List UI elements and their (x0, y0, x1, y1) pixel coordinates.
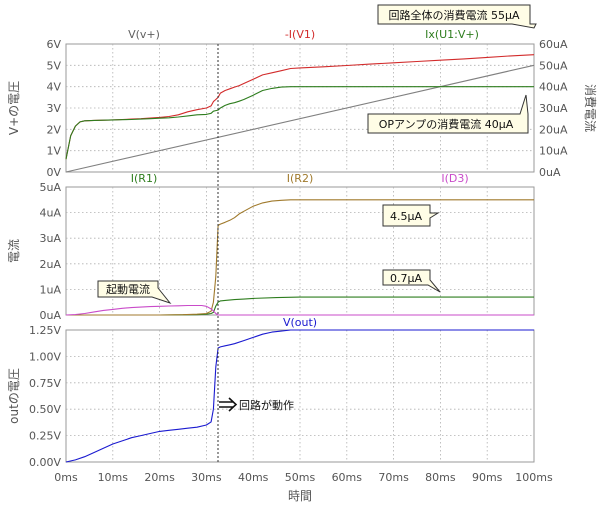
annotation-0-7ua-text: 0.7μA (390, 272, 422, 285)
y-tick-label: 3V (46, 102, 61, 115)
y-tick-label: 1V (46, 145, 61, 158)
y-tick-label: 5V (46, 59, 61, 72)
y-right-tick-label: 0uA (539, 166, 561, 179)
series-title-v-out: V(out) (283, 316, 317, 329)
x-tick-label: 0ms (54, 471, 78, 484)
x-tick-label: 40ms (238, 471, 269, 484)
annotation-opamp-current-text: OPアンプの消費電流 40μA (379, 117, 514, 131)
y-right-tick-label: 60uA (539, 38, 568, 51)
callout-4-5ua (382, 204, 440, 227)
annotation-0-7ua: 0.7μA (382, 269, 441, 293)
series-title-i-v1: -I(V1) (285, 28, 315, 41)
annotation-4-5ua: 4.5μA (382, 204, 440, 227)
series-title-i-r2: I(R2) (287, 172, 313, 185)
x-tick-label: 90ms (472, 471, 503, 484)
x-tick-label: 60ms (332, 471, 363, 484)
y-right-tick-label: 40uA (539, 81, 568, 94)
annotation-circuit-operating-text: 回路が動作 (239, 398, 294, 412)
top-right-axis-title: 消費電流 (583, 84, 598, 132)
y-right-tick-label: 30uA (539, 102, 568, 115)
series-title-ix-u1: Ix(U1:V+) (425, 28, 479, 41)
y-tick-label: 4V (46, 81, 61, 94)
y-tick-label: 0.25V (29, 430, 61, 443)
y-right-tick-label: 20uA (539, 123, 568, 136)
x-axis-title: 時間 (288, 489, 312, 503)
y-tick-label: 3uA (40, 232, 62, 245)
annotation-total-current: 回路全体の消費電流 55μA (377, 4, 537, 29)
annotation-total-current-text: 回路全体の消費電流 55μA (388, 8, 519, 22)
y-tick-label: 1.00V (29, 350, 61, 363)
series-title-i-d3: I(D3) (441, 172, 468, 185)
top-left-axis-title: V+の電圧 (7, 81, 21, 135)
callout-opamp-current (367, 94, 529, 134)
series-line-v-out (65, 329, 534, 463)
annotation-4-5ua-text: 4.5μA (390, 210, 422, 223)
y-tick-label: 2V (46, 123, 61, 136)
y-tick-label: 6V (46, 38, 61, 51)
annotation-opamp-current: OPアンプの消費電流 40μA (367, 94, 529, 134)
series-line-i-r2 (66, 199, 534, 316)
y-right-tick-label: 50uA (539, 59, 568, 72)
y-tick-label: 5uA (40, 181, 62, 194)
y-tick-label: 0uA (40, 309, 62, 322)
callout-startup-current (97, 280, 172, 305)
arrow-icon (219, 397, 238, 412)
y-right-tick-label: 10uA (539, 145, 568, 158)
series-title-i-r1: I(R1) (131, 172, 157, 185)
x-tick-label: 80ms (425, 471, 456, 484)
annotation-startup-current: 起動電流 (97, 280, 172, 305)
annotation-circuit-operating: 回路が動作 (219, 397, 294, 412)
callout-0-7ua (382, 269, 441, 293)
x-tick-label: 30ms (191, 471, 222, 484)
y-tick-label: 0V (46, 166, 61, 179)
series-line-ix-u1-v (65, 86, 534, 160)
annotation-startup-current-text: 起動電流 (106, 282, 150, 296)
series-title-v-plus: V(v+) (128, 28, 160, 41)
x-tick-label: 10ms (98, 471, 129, 484)
middle-axis-title: 電流 (7, 239, 21, 263)
series-line-i-d3 (65, 304, 534, 316)
series-line-v-v (65, 64, 535, 173)
y-tick-label: 1uA (40, 283, 62, 296)
y-tick-label: 4uA (40, 207, 62, 220)
callout-total-current (377, 4, 537, 29)
x-tick-label: 100ms (515, 471, 553, 484)
bottom-axis-title: outの電圧 (7, 368, 21, 424)
y-tick-label: 1.25V (29, 324, 61, 337)
y-tick-label: 0.00V (29, 456, 61, 469)
x-tick-label: 70ms (378, 471, 409, 484)
y-tick-label: 2uA (40, 258, 62, 271)
y-tick-label: 0.50V (29, 403, 61, 416)
x-tick-label: 50ms (285, 471, 316, 484)
x-tick-label: 20ms (144, 471, 175, 484)
y-tick-label: 0.75V (29, 377, 61, 390)
